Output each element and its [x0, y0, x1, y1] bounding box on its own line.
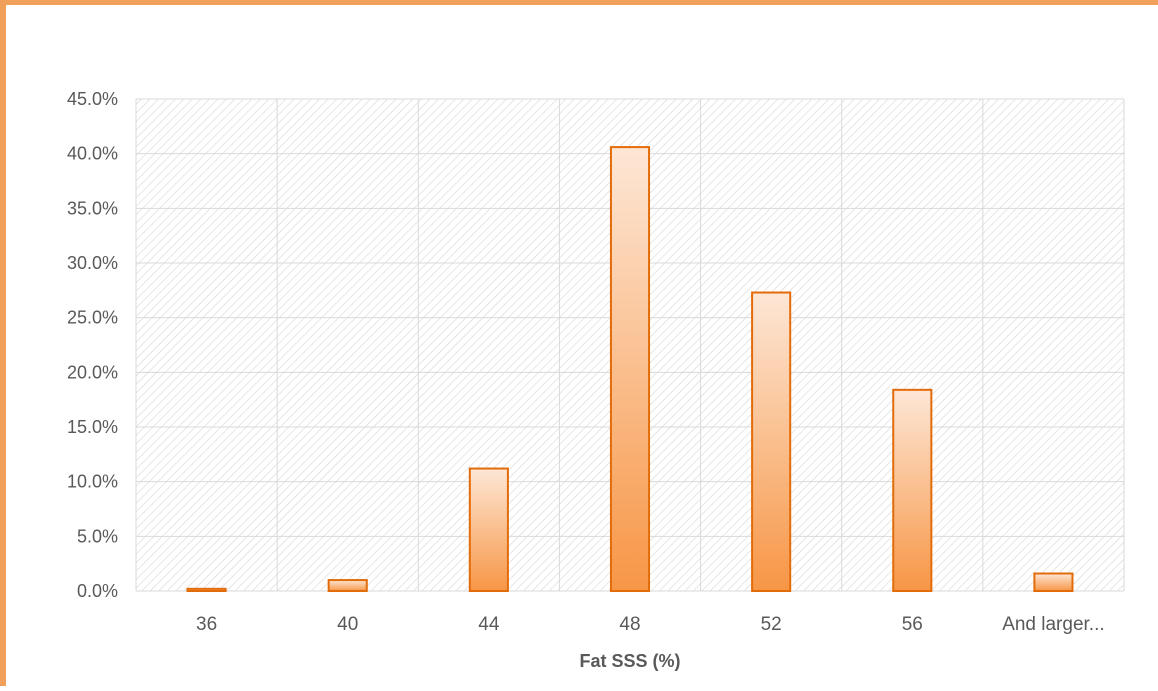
- x-tick-label: 40: [337, 614, 358, 635]
- bar-5: [892, 388, 933, 592]
- y-tick-label: 15.0%: [67, 417, 118, 437]
- y-tick-label: 35.0%: [67, 198, 118, 218]
- y-tick-label: 0.0%: [77, 581, 118, 601]
- y-tick-label: 10.0%: [67, 472, 118, 492]
- y-tick-label: 25.0%: [67, 308, 118, 328]
- bar-1: [327, 579, 368, 592]
- x-tick-label: 36: [196, 614, 217, 635]
- y-tick-label: 20.0%: [67, 362, 118, 382]
- x-tick-label: 56: [902, 614, 923, 635]
- x-axis-title: Fat SSS (%): [579, 651, 680, 671]
- bar-4: [751, 291, 792, 592]
- y-axis-ticks: 0.0% 5.0% 10.0% 15.0% 20.0% 25.0% 30.0% 35.0% 40…: [67, 89, 118, 601]
- bar-3: [609, 146, 651, 593]
- bar-0: [186, 587, 227, 593]
- x-axis-ticks: 36 40 44 48 52 56 And larger...: [196, 614, 1105, 635]
- x-tick-label: 44: [478, 614, 500, 635]
- y-tick-label: 30.0%: [67, 253, 118, 273]
- bar-6: [1033, 572, 1074, 592]
- y-tick-label: 40.0%: [67, 144, 118, 164]
- y-tick-label: 45.0%: [67, 89, 118, 109]
- x-tick-label: And larger...: [1002, 614, 1104, 635]
- x-tick-label: 48: [619, 614, 640, 635]
- bars: [186, 146, 1074, 593]
- x-tick-label: 52: [761, 614, 782, 635]
- chart: 0.0% 5.0% 10.0% 15.0% 20.0% 25.0% 30.0% 35.0% 40…: [67, 89, 1125, 671]
- bar-2: [468, 467, 509, 592]
- y-tick-label: 5.0%: [77, 526, 118, 546]
